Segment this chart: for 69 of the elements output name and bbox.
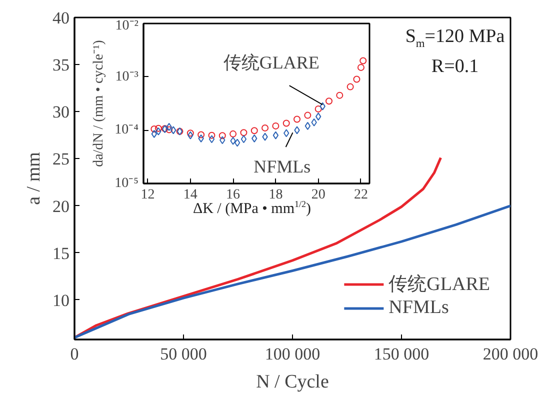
annotation: 传统GLARE xyxy=(223,52,320,73)
y-tick-label: 25 xyxy=(52,150,70,169)
y-tick-label: 10⁻³ xyxy=(115,69,139,84)
point xyxy=(304,122,311,130)
point xyxy=(240,135,247,144)
point xyxy=(166,122,172,131)
point xyxy=(315,112,322,121)
y-tick-label: 15 xyxy=(52,244,70,263)
y-axis-title: a / mm xyxy=(24,152,44,205)
point xyxy=(250,127,258,134)
point xyxy=(230,130,237,138)
x-tick-label: 0 xyxy=(70,344,79,364)
x-tick-label: 200 000 xyxy=(482,344,538,364)
point xyxy=(234,138,240,147)
point xyxy=(325,98,332,105)
x-tick-label: 100 000 xyxy=(264,344,320,364)
y-tick-label: 35 xyxy=(52,56,70,75)
point xyxy=(284,129,290,138)
x-tick-label: 22 xyxy=(354,188,368,202)
point xyxy=(154,124,162,132)
point xyxy=(240,129,248,136)
annotation: S$_{m}$=120 MPa xyxy=(405,26,505,50)
point xyxy=(208,135,215,144)
point xyxy=(188,131,194,140)
point xyxy=(304,112,312,119)
x-tick-label: 150 000 xyxy=(374,344,430,364)
annotation: NFMLs xyxy=(254,156,311,177)
point xyxy=(282,120,290,127)
point xyxy=(314,105,322,112)
y-tick-label: 10 xyxy=(52,290,70,310)
point xyxy=(252,134,258,142)
y-axis-title: da/dN / (mm • cycle⁻¹) xyxy=(92,40,107,167)
point xyxy=(311,118,317,126)
point xyxy=(336,92,344,99)
y-tick-label: 10⁻² xyxy=(115,18,139,34)
point xyxy=(166,126,173,134)
point xyxy=(272,131,279,140)
legend-label: 传统GLARE xyxy=(388,273,490,297)
y-tick-label: 10⁻⁴ xyxy=(114,122,139,138)
annotation: R=0.1 xyxy=(431,56,479,78)
point xyxy=(272,122,280,130)
point xyxy=(230,136,236,145)
y-tick-label: 40 xyxy=(52,8,70,28)
point xyxy=(294,126,300,134)
point xyxy=(150,126,158,133)
point xyxy=(170,126,176,134)
x-tick-label: 20 xyxy=(311,188,326,202)
legend-label: NFMLs xyxy=(388,297,449,319)
point xyxy=(346,83,354,90)
point xyxy=(357,64,364,71)
point xyxy=(360,57,367,64)
point xyxy=(262,124,269,132)
point xyxy=(186,130,194,137)
point xyxy=(198,134,204,142)
point xyxy=(353,76,360,83)
x-tick-label: 12 xyxy=(140,188,155,202)
point xyxy=(294,116,301,123)
x-axis-title: N / Cycle xyxy=(256,372,329,392)
point xyxy=(320,102,326,110)
point xyxy=(208,132,216,139)
point xyxy=(218,132,226,140)
point xyxy=(156,127,162,136)
point xyxy=(220,136,226,144)
x-tick-label: 50 000 xyxy=(160,344,207,364)
point xyxy=(262,132,268,141)
point xyxy=(198,131,205,138)
y-tick-label: 10⁻⁵ xyxy=(114,176,139,191)
y-tick-label: 30 xyxy=(52,102,70,122)
point xyxy=(151,130,157,138)
